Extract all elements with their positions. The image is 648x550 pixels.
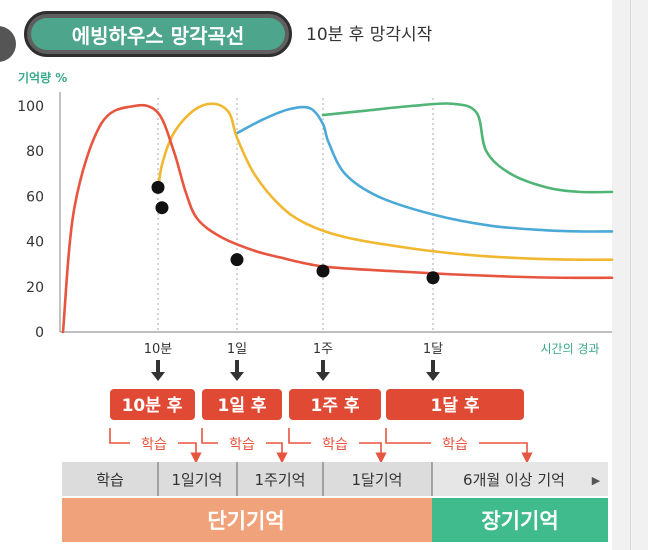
data-point-marker (426, 271, 440, 285)
data-point-marker (316, 264, 330, 278)
down-arrow-icon (426, 360, 440, 381)
title-badge: 에빙하우스 망각곡선 (24, 11, 292, 57)
step-box-1day (202, 389, 282, 420)
x-tick-label: 1달 (423, 342, 443, 357)
long-term-label: 장기기억 (481, 509, 558, 533)
step-boxes: 10분 후 1일 후 1주 후 1달 후 (110, 389, 524, 420)
y-tick-label: 20 (26, 280, 44, 296)
data-point-marker (230, 253, 244, 267)
side-scroll-button[interactable] (0, 26, 16, 62)
subtitle: 10분 후 망각시작 (306, 25, 433, 45)
short-term-label: 단기기억 (207, 509, 284, 533)
step-box-10min (110, 389, 195, 420)
series-line-yellow (156, 102, 614, 262)
y-tick-label: 40 (26, 235, 44, 251)
study-labels: 학습 학습 학습 학습 (130, 433, 479, 453)
timeline-cell-1month: 1달기억 (352, 471, 403, 489)
timeline-arrow-icon: ▶ (592, 474, 601, 487)
data-point-marker (151, 180, 165, 194)
step-box-label: 1주 후 (310, 395, 359, 416)
down-arrow-icon (230, 360, 244, 381)
series-line-blue (235, 105, 614, 233)
timeline-cell-6months: 6개월 이상 기억 (463, 471, 565, 489)
step-box-label: 10분 후 (122, 395, 183, 416)
y-tick-label: 80 (26, 144, 44, 160)
short-term-bar (62, 498, 432, 542)
series-line-red (61, 103, 614, 334)
x-tick-label: 10분 (144, 342, 173, 357)
right-frame (612, 0, 648, 550)
study-label: 학습 (141, 437, 167, 453)
series-line-green (321, 102, 614, 194)
x-axis-label: 시간의 경과 (540, 342, 599, 356)
timeline-cell-1week: 1주기억 (255, 471, 306, 489)
step-box-label: 1달 후 (430, 395, 479, 416)
timeline-row: 학습 1일기억 1주기억 1달기억 6개월 이상 기억 ▶ (62, 462, 608, 496)
y-tick-label: 60 (26, 189, 44, 205)
timeline-cell-study: 학습 (96, 471, 124, 489)
data-point-marker (155, 201, 169, 215)
down-arrow-icon (151, 360, 165, 381)
study-label: 학습 (229, 437, 255, 453)
timeline-cell-1day: 1일기억 (172, 471, 223, 489)
page-title: 에빙하우스 망각곡선 (31, 18, 285, 50)
step-box-1month (386, 389, 524, 420)
x-tick-label: 1주 (313, 342, 333, 357)
y-axis-label: 기억량 % (18, 70, 67, 85)
down-arrow-icon (316, 360, 330, 381)
step-box-label: 1일 후 (217, 395, 266, 416)
x-tick-label: 1일 (227, 342, 247, 357)
step-box-1week (289, 389, 381, 420)
study-label: 학습 (442, 437, 468, 453)
long-term-bar (432, 498, 608, 542)
y-tick-label: 100 (17, 99, 44, 115)
y-tick-label: 0 (35, 325, 44, 341)
study-label: 학습 (322, 437, 348, 453)
